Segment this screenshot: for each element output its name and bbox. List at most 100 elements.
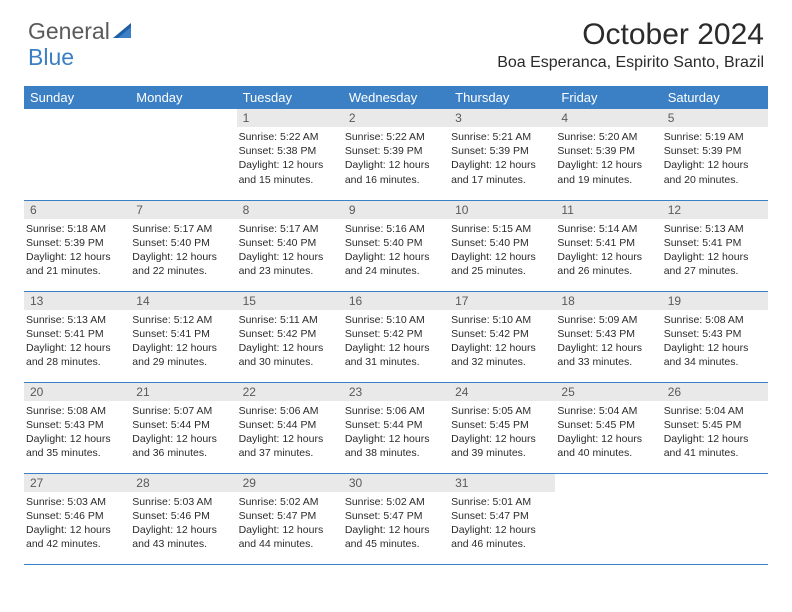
- day-number: 13: [24, 292, 130, 310]
- day-number: 8: [237, 201, 343, 219]
- calendar-day-cell: 18Sunrise: 5:09 AMSunset: 5:43 PMDayligh…: [555, 291, 661, 382]
- day-number: 27: [24, 474, 130, 492]
- weekday-header-row: SundayMondayTuesdayWednesdayThursdayFrid…: [24, 86, 768, 109]
- day-number: 4: [555, 109, 661, 127]
- day-number: 23: [343, 383, 449, 401]
- calendar-day-cell: 3Sunrise: 5:21 AMSunset: 5:39 PMDaylight…: [449, 109, 555, 200]
- day-number: 28: [130, 474, 236, 492]
- day-number: 5: [662, 109, 768, 127]
- calendar-day-cell: 1Sunrise: 5:22 AMSunset: 5:38 PMDaylight…: [237, 109, 343, 200]
- calendar-day-cell: 23Sunrise: 5:06 AMSunset: 5:44 PMDayligh…: [343, 382, 449, 473]
- day-number: 11: [555, 201, 661, 219]
- day-details: Sunrise: 5:10 AMSunset: 5:42 PMDaylight:…: [449, 310, 555, 372]
- brand-sail-icon: [113, 23, 135, 41]
- day-number: 20: [24, 383, 130, 401]
- calendar-day-cell: 20Sunrise: 5:08 AMSunset: 5:43 PMDayligh…: [24, 382, 130, 473]
- calendar-day-cell: 0: [662, 473, 768, 564]
- calendar-day-cell: 21Sunrise: 5:07 AMSunset: 5:44 PMDayligh…: [130, 382, 236, 473]
- calendar-day-cell: 8Sunrise: 5:17 AMSunset: 5:40 PMDaylight…: [237, 200, 343, 291]
- calendar-day-cell: 0: [555, 473, 661, 564]
- day-details: Sunrise: 5:21 AMSunset: 5:39 PMDaylight:…: [449, 127, 555, 189]
- day-details: Sunrise: 5:17 AMSunset: 5:40 PMDaylight:…: [130, 219, 236, 281]
- calendar-day-cell: 15Sunrise: 5:11 AMSunset: 5:42 PMDayligh…: [237, 291, 343, 382]
- day-details: Sunrise: 5:17 AMSunset: 5:40 PMDaylight:…: [237, 219, 343, 281]
- day-details: Sunrise: 5:08 AMSunset: 5:43 PMDaylight:…: [662, 310, 768, 372]
- calendar-day-cell: 17Sunrise: 5:10 AMSunset: 5:42 PMDayligh…: [449, 291, 555, 382]
- calendar-week-row: 13Sunrise: 5:13 AMSunset: 5:41 PMDayligh…: [24, 291, 768, 382]
- calendar-day-cell: 4Sunrise: 5:20 AMSunset: 5:39 PMDaylight…: [555, 109, 661, 200]
- day-details: Sunrise: 5:20 AMSunset: 5:39 PMDaylight:…: [555, 127, 661, 189]
- day-details: Sunrise: 5:05 AMSunset: 5:45 PMDaylight:…: [449, 401, 555, 463]
- calendar-day-cell: 31Sunrise: 5:01 AMSunset: 5:47 PMDayligh…: [449, 473, 555, 564]
- calendar-day-cell: 2Sunrise: 5:22 AMSunset: 5:39 PMDaylight…: [343, 109, 449, 200]
- calendar-day-cell: 28Sunrise: 5:03 AMSunset: 5:46 PMDayligh…: [130, 473, 236, 564]
- calendar-day-cell: 25Sunrise: 5:04 AMSunset: 5:45 PMDayligh…: [555, 382, 661, 473]
- calendar-table: SundayMondayTuesdayWednesdayThursdayFrid…: [24, 86, 768, 565]
- calendar-day-cell: 11Sunrise: 5:14 AMSunset: 5:41 PMDayligh…: [555, 200, 661, 291]
- day-details: Sunrise: 5:04 AMSunset: 5:45 PMDaylight:…: [555, 401, 661, 463]
- calendar-day-cell: 9Sunrise: 5:16 AMSunset: 5:40 PMDaylight…: [343, 200, 449, 291]
- weekday-header: Monday: [130, 86, 236, 109]
- day-number: 21: [130, 383, 236, 401]
- calendar-day-cell: 0: [24, 109, 130, 200]
- day-number: 17: [449, 292, 555, 310]
- weekday-header: Saturday: [662, 86, 768, 109]
- day-number: 22: [237, 383, 343, 401]
- calendar-day-cell: 22Sunrise: 5:06 AMSunset: 5:44 PMDayligh…: [237, 382, 343, 473]
- day-details: Sunrise: 5:15 AMSunset: 5:40 PMDaylight:…: [449, 219, 555, 281]
- brand-logo: General: [28, 18, 137, 45]
- weekday-header: Friday: [555, 86, 661, 109]
- day-details: Sunrise: 5:09 AMSunset: 5:43 PMDaylight:…: [555, 310, 661, 372]
- calendar-day-cell: 13Sunrise: 5:13 AMSunset: 5:41 PMDayligh…: [24, 291, 130, 382]
- day-details: Sunrise: 5:03 AMSunset: 5:46 PMDaylight:…: [24, 492, 130, 554]
- day-details: Sunrise: 5:11 AMSunset: 5:42 PMDaylight:…: [237, 310, 343, 372]
- calendar-day-cell: 24Sunrise: 5:05 AMSunset: 5:45 PMDayligh…: [449, 382, 555, 473]
- calendar-day-cell: 6Sunrise: 5:18 AMSunset: 5:39 PMDaylight…: [24, 200, 130, 291]
- day-number: 14: [130, 292, 236, 310]
- calendar-week-row: 6Sunrise: 5:18 AMSunset: 5:39 PMDaylight…: [24, 200, 768, 291]
- day-details: Sunrise: 5:01 AMSunset: 5:47 PMDaylight:…: [449, 492, 555, 554]
- weekday-header: Tuesday: [237, 86, 343, 109]
- weekday-header: Sunday: [24, 86, 130, 109]
- day-details: Sunrise: 5:19 AMSunset: 5:39 PMDaylight:…: [662, 127, 768, 189]
- day-details: Sunrise: 5:06 AMSunset: 5:44 PMDaylight:…: [237, 401, 343, 463]
- brand-part1: General: [28, 18, 110, 45]
- title-block: October 2024 Boa Esperanca, Espirito San…: [497, 18, 764, 72]
- weekday-header: Wednesday: [343, 86, 449, 109]
- day-details: Sunrise: 5:03 AMSunset: 5:46 PMDaylight:…: [130, 492, 236, 554]
- day-details: Sunrise: 5:02 AMSunset: 5:47 PMDaylight:…: [343, 492, 449, 554]
- brand-part2: Blue: [28, 44, 74, 71]
- day-details: Sunrise: 5:16 AMSunset: 5:40 PMDaylight:…: [343, 219, 449, 281]
- calendar-body: 001Sunrise: 5:22 AMSunset: 5:38 PMDaylig…: [24, 109, 768, 564]
- calendar-day-cell: 30Sunrise: 5:02 AMSunset: 5:47 PMDayligh…: [343, 473, 449, 564]
- day-number: 16: [343, 292, 449, 310]
- day-number: 2: [343, 109, 449, 127]
- calendar-day-cell: 12Sunrise: 5:13 AMSunset: 5:41 PMDayligh…: [662, 200, 768, 291]
- calendar-day-cell: 0: [130, 109, 236, 200]
- day-details: Sunrise: 5:18 AMSunset: 5:39 PMDaylight:…: [24, 219, 130, 281]
- day-details: Sunrise: 5:04 AMSunset: 5:45 PMDaylight:…: [662, 401, 768, 463]
- calendar-day-cell: 7Sunrise: 5:17 AMSunset: 5:40 PMDaylight…: [130, 200, 236, 291]
- month-title: October 2024: [497, 18, 764, 52]
- day-number: 3: [449, 109, 555, 127]
- day-details: Sunrise: 5:02 AMSunset: 5:47 PMDaylight:…: [237, 492, 343, 554]
- day-number: 10: [449, 201, 555, 219]
- location: Boa Esperanca, Espirito Santo, Brazil: [497, 54, 764, 72]
- calendar-day-cell: 5Sunrise: 5:19 AMSunset: 5:39 PMDaylight…: [662, 109, 768, 200]
- day-number: 30: [343, 474, 449, 492]
- day-details: Sunrise: 5:10 AMSunset: 5:42 PMDaylight:…: [343, 310, 449, 372]
- day-details: Sunrise: 5:22 AMSunset: 5:39 PMDaylight:…: [343, 127, 449, 189]
- calendar-day-cell: 27Sunrise: 5:03 AMSunset: 5:46 PMDayligh…: [24, 473, 130, 564]
- day-number: 26: [662, 383, 768, 401]
- calendar-week-row: 001Sunrise: 5:22 AMSunset: 5:38 PMDaylig…: [24, 109, 768, 200]
- day-number: 25: [555, 383, 661, 401]
- calendar-day-cell: 19Sunrise: 5:08 AMSunset: 5:43 PMDayligh…: [662, 291, 768, 382]
- calendar-day-cell: 29Sunrise: 5:02 AMSunset: 5:47 PMDayligh…: [237, 473, 343, 564]
- day-number: 31: [449, 474, 555, 492]
- day-number: 24: [449, 383, 555, 401]
- calendar-day-cell: 26Sunrise: 5:04 AMSunset: 5:45 PMDayligh…: [662, 382, 768, 473]
- day-number: 7: [130, 201, 236, 219]
- day-details: Sunrise: 5:13 AMSunset: 5:41 PMDaylight:…: [24, 310, 130, 372]
- weekday-header: Thursday: [449, 86, 555, 109]
- calendar-day-cell: 16Sunrise: 5:10 AMSunset: 5:42 PMDayligh…: [343, 291, 449, 382]
